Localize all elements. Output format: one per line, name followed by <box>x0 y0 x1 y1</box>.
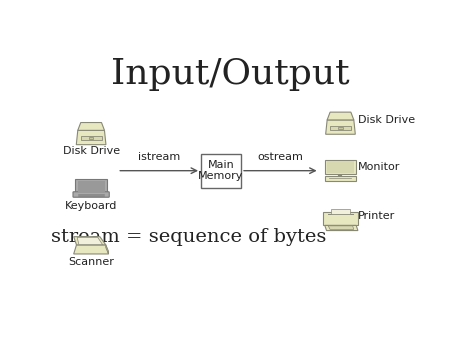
Polygon shape <box>106 245 108 254</box>
Bar <box>338 127 343 129</box>
Polygon shape <box>325 225 358 231</box>
Polygon shape <box>77 237 103 245</box>
Text: stream = sequence of bytes: stream = sequence of bytes <box>51 228 326 246</box>
Bar <box>325 176 356 181</box>
Text: Monitor: Monitor <box>358 162 400 172</box>
Polygon shape <box>327 112 354 120</box>
FancyBboxPatch shape <box>73 192 109 197</box>
Bar <box>201 154 241 188</box>
Text: istream: istream <box>138 151 180 162</box>
Text: ostream: ostream <box>257 151 303 162</box>
Text: Main
Memory: Main Memory <box>198 160 244 182</box>
Text: Disk Drive: Disk Drive <box>63 146 120 156</box>
Text: Disk Drive: Disk Drive <box>358 115 415 125</box>
Bar <box>76 179 107 193</box>
Polygon shape <box>76 130 106 145</box>
Bar <box>330 126 351 129</box>
Polygon shape <box>74 245 108 254</box>
Polygon shape <box>328 226 354 230</box>
Polygon shape <box>74 237 106 245</box>
Bar <box>81 136 102 140</box>
Bar <box>323 212 358 225</box>
Bar <box>327 162 354 173</box>
Text: Input/Output: Input/Output <box>111 57 350 92</box>
Polygon shape <box>78 123 104 130</box>
Bar <box>325 160 356 174</box>
Text: Printer: Printer <box>358 211 395 221</box>
Polygon shape <box>326 120 356 134</box>
Bar <box>77 181 105 192</box>
Text: Scanner: Scanner <box>68 257 114 267</box>
Text: Keyboard: Keyboard <box>65 201 117 211</box>
Bar <box>331 210 350 214</box>
Bar <box>89 137 94 140</box>
